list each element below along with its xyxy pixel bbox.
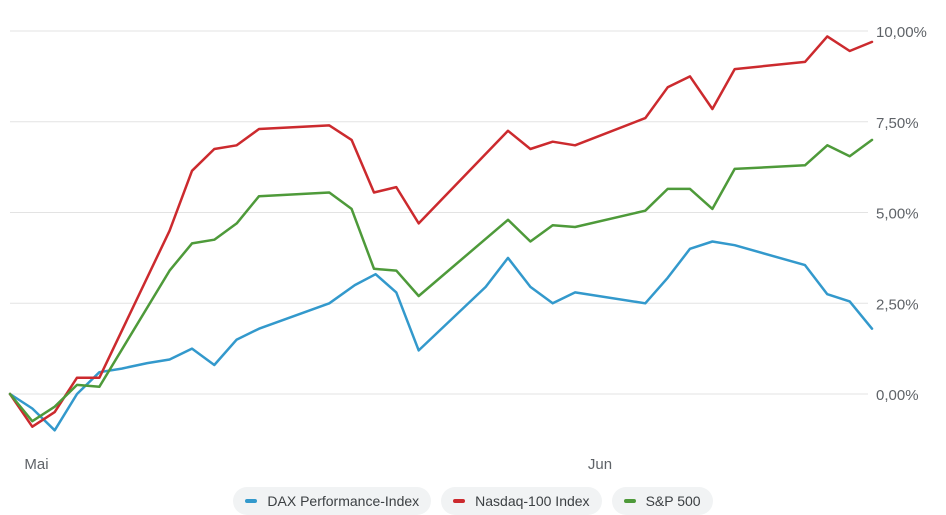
legend-item-2[interactable]: S&P 500 — [611, 487, 713, 515]
y-tick-label: 5,00% — [876, 206, 919, 223]
series-line-0 — [8, 240, 874, 432]
y-tick-label: 7,50% — [876, 115, 919, 132]
legend-swatch — [623, 499, 636, 503]
y-axis-ticks: 0,00% 2,50% 5,00% 7,50% 10,00% — [876, 24, 927, 404]
series-line-2 — [8, 138, 874, 423]
x-axis-ticks: Mai Jun — [24, 456, 612, 473]
legend-swatch — [245, 499, 258, 503]
x-tick-label: Jun — [588, 456, 612, 473]
legend-swatch — [453, 499, 466, 503]
legend-label: DAX Performance-Index — [267, 493, 420, 509]
legend-item-0[interactable]: DAX Performance-Index — [233, 487, 432, 515]
grid-layer — [10, 30, 868, 395]
x-tick-label: Mai — [24, 456, 48, 473]
legend: DAX Performance-Index Nasdaq-100 Index S&P… — [0, 487, 946, 515]
legend-item-1[interactable]: Nasdaq-100 Index — [441, 487, 602, 515]
legend-label: S&P 500 — [645, 493, 701, 509]
series-line-1 — [8, 35, 874, 428]
y-tick-label: 0,00% — [876, 387, 919, 404]
series-layer — [8, 35, 874, 432]
y-tick-label: 10,00% — [876, 24, 927, 41]
legend-label: Nasdaq-100 Index — [475, 493, 590, 509]
y-tick-label: 2,50% — [876, 296, 919, 313]
